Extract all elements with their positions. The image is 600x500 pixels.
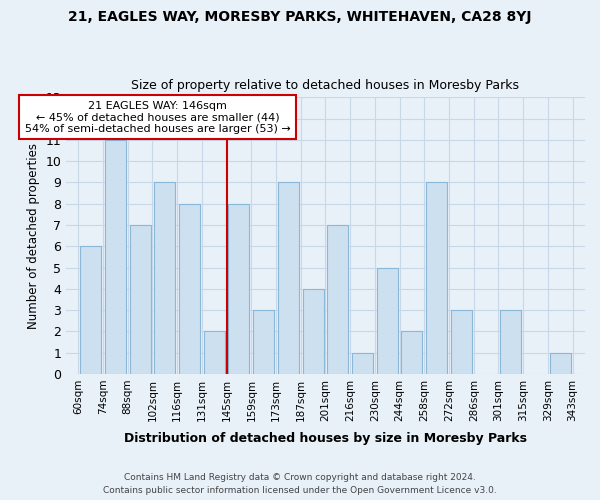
Text: 21, EAGLES WAY, MORESBY PARKS, WHITEHAVEN, CA28 8YJ: 21, EAGLES WAY, MORESBY PARKS, WHITEHAVE… [68,10,532,24]
Bar [154,182,175,374]
Title: Size of property relative to detached houses in Moresby Parks: Size of property relative to detached ho… [131,79,520,92]
Bar [426,182,447,374]
Bar [328,225,349,374]
Bar [352,352,373,374]
Bar [204,332,225,374]
Bar [229,204,250,374]
Text: 21 EAGLES WAY: 146sqm
← 45% of detached houses are smaller (44)
54% of semi-deta: 21 EAGLES WAY: 146sqm ← 45% of detached … [25,100,290,134]
Bar [451,310,472,374]
X-axis label: Distribution of detached houses by size in Moresby Parks: Distribution of detached houses by size … [124,432,527,445]
Bar [105,140,126,374]
Text: Contains HM Land Registry data © Crown copyright and database right 2024.
Contai: Contains HM Land Registry data © Crown c… [103,474,497,495]
Bar [302,289,323,374]
Bar [253,310,274,374]
Bar [550,352,571,374]
Bar [401,332,422,374]
Y-axis label: Number of detached properties: Number of detached properties [26,142,40,328]
Bar [500,310,521,374]
Bar [278,182,299,374]
Bar [80,246,101,374]
Bar [130,225,151,374]
Bar [377,268,398,374]
Bar [179,204,200,374]
